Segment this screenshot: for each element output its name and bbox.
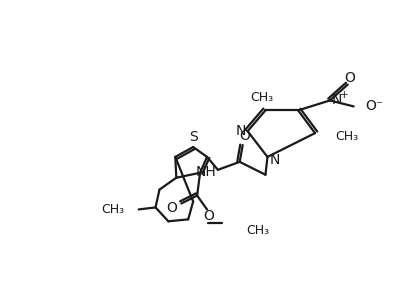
Text: +: + <box>340 89 348 100</box>
Text: CH₃: CH₃ <box>335 130 358 143</box>
Text: CH₃: CH₃ <box>247 224 270 237</box>
Text: O⁻: O⁻ <box>365 100 384 114</box>
Text: N: N <box>332 94 342 108</box>
Text: O: O <box>166 201 177 215</box>
Text: O: O <box>344 71 355 85</box>
Text: S: S <box>189 130 198 144</box>
Text: N: N <box>235 124 246 138</box>
Text: CH₃: CH₃ <box>102 203 125 216</box>
Text: CH₃: CH₃ <box>250 91 273 104</box>
Text: N: N <box>270 153 280 167</box>
Text: NH: NH <box>195 165 216 179</box>
Text: O: O <box>204 209 214 224</box>
Text: O: O <box>239 129 250 143</box>
